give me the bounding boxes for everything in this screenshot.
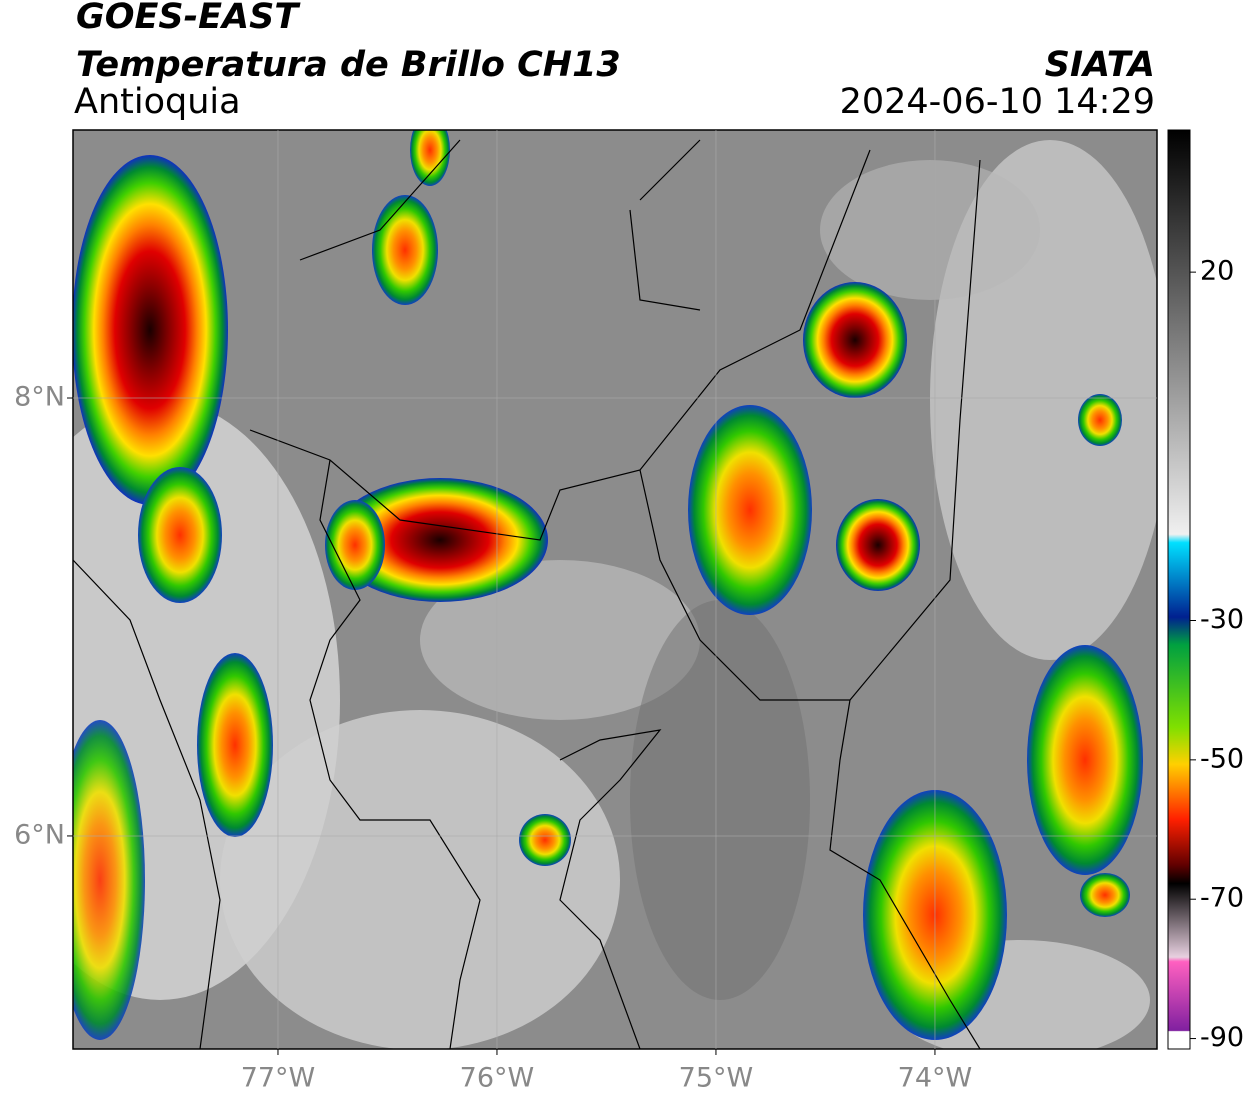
colorbar-label: -30 [1200, 604, 1244, 635]
colorbar-label: -90 [1200, 1022, 1244, 1053]
x-tick-label: 74°W [898, 1063, 973, 1094]
colorbar-label: -70 [1200, 883, 1244, 914]
satellite-title: GOES-EAST [76, 0, 301, 37]
colorbar-label: 20 [1200, 256, 1234, 287]
satellite-image [73, 130, 1157, 1049]
colorbar-label: -50 [1200, 743, 1244, 774]
datetime-label: 2024-06-10 14:29 [840, 82, 1155, 122]
region-label: Antioquia [74, 82, 241, 122]
y-tick-label: 8°N [14, 382, 65, 413]
source-label: SIATA [1045, 45, 1155, 85]
map-frame [72, 129, 1158, 1050]
colorbar [1167, 129, 1191, 1050]
x-tick-label: 75°W [679, 1063, 754, 1094]
x-tick-label: 76°W [460, 1063, 535, 1094]
y-tick-label: 6°N [14, 819, 65, 850]
product-title: Temperatura de Brillo CH13 [76, 45, 621, 85]
x-tick-label: 77°W [241, 1063, 316, 1094]
